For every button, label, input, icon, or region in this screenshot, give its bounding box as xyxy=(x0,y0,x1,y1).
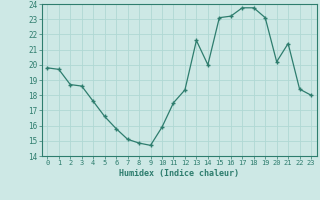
X-axis label: Humidex (Indice chaleur): Humidex (Indice chaleur) xyxy=(119,169,239,178)
